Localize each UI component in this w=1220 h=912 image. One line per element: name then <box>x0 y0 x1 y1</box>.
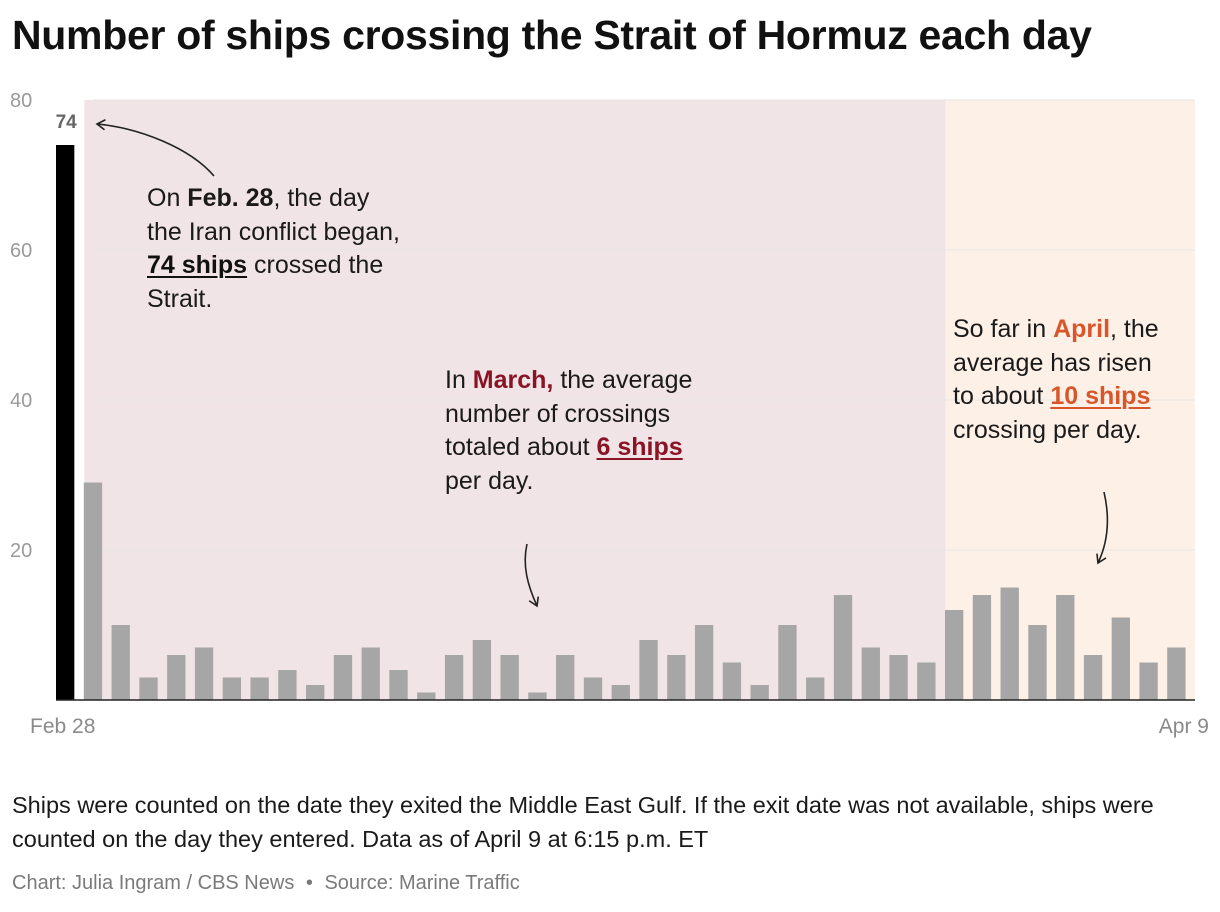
bar <box>333 655 353 700</box>
y-tick-label: 20 <box>10 540 32 562</box>
april-annotation: So far in April, the average has risen t… <box>953 315 1159 444</box>
chart-title: Number of ships crossing the Strait of H… <box>12 12 1092 58</box>
bar <box>806 677 825 700</box>
bar <box>56 145 75 700</box>
bar <box>1167 647 1186 700</box>
bar <box>611 685 630 700</box>
feb-annotation: On Feb. 28, the day the Iran conflict be… <box>147 184 400 313</box>
source-credit: Source: Marine Traffic <box>324 872 520 894</box>
bar <box>167 655 186 700</box>
bar <box>694 625 714 700</box>
feb-arrow <box>95 119 215 177</box>
bar <box>722 662 742 700</box>
bar <box>306 685 325 700</box>
credit-separator: • <box>305 872 313 894</box>
bar <box>83 482 103 700</box>
bar <box>861 647 880 700</box>
march-arrow <box>524 543 540 608</box>
bar <box>1056 595 1075 700</box>
y-tick-label: 40 <box>10 390 32 412</box>
bar <box>944 610 964 700</box>
bar <box>472 640 492 700</box>
bar <box>194 647 214 700</box>
bar <box>667 655 686 700</box>
bar <box>139 677 158 700</box>
y-tick-label: 60 <box>10 240 32 262</box>
bar <box>1139 662 1158 700</box>
bar <box>833 595 853 700</box>
bar <box>222 677 242 700</box>
bar-chart: 20 40 60 80 74 Feb 28 Apr 9 <box>10 90 1209 738</box>
bar <box>1111 617 1130 700</box>
bar <box>444 655 464 700</box>
bar <box>917 662 936 700</box>
bar <box>1000 587 1019 700</box>
bar <box>972 595 992 700</box>
bar <box>750 685 769 700</box>
bar <box>389 670 408 700</box>
bar <box>111 625 130 700</box>
footnote: Ships were counted on the date they exit… <box>12 792 1154 852</box>
bar <box>556 655 575 700</box>
data-label: 74 <box>56 112 78 133</box>
march-annotation: In March, the average number of crossing… <box>445 366 693 495</box>
chart-credit: Chart: Julia Ingram / CBS News <box>12 872 295 894</box>
bar <box>528 692 547 700</box>
x-tick-label-start: Feb 28 <box>30 715 95 738</box>
bar <box>1083 655 1103 700</box>
bar <box>278 670 297 700</box>
bar <box>361 647 380 700</box>
bar <box>417 692 436 700</box>
x-tick-label-end: Apr 9 <box>1159 715 1209 738</box>
credit-line: Chart: Julia Ingram / CBS News • Source:… <box>12 872 520 895</box>
bar <box>500 655 519 700</box>
bar <box>1028 625 1047 700</box>
april-arrow <box>1096 491 1109 565</box>
bar <box>583 677 603 700</box>
y-tick-label: 80 <box>10 90 32 112</box>
bar <box>250 677 269 700</box>
bar <box>639 640 658 700</box>
bar <box>778 625 797 700</box>
bar <box>889 655 908 700</box>
